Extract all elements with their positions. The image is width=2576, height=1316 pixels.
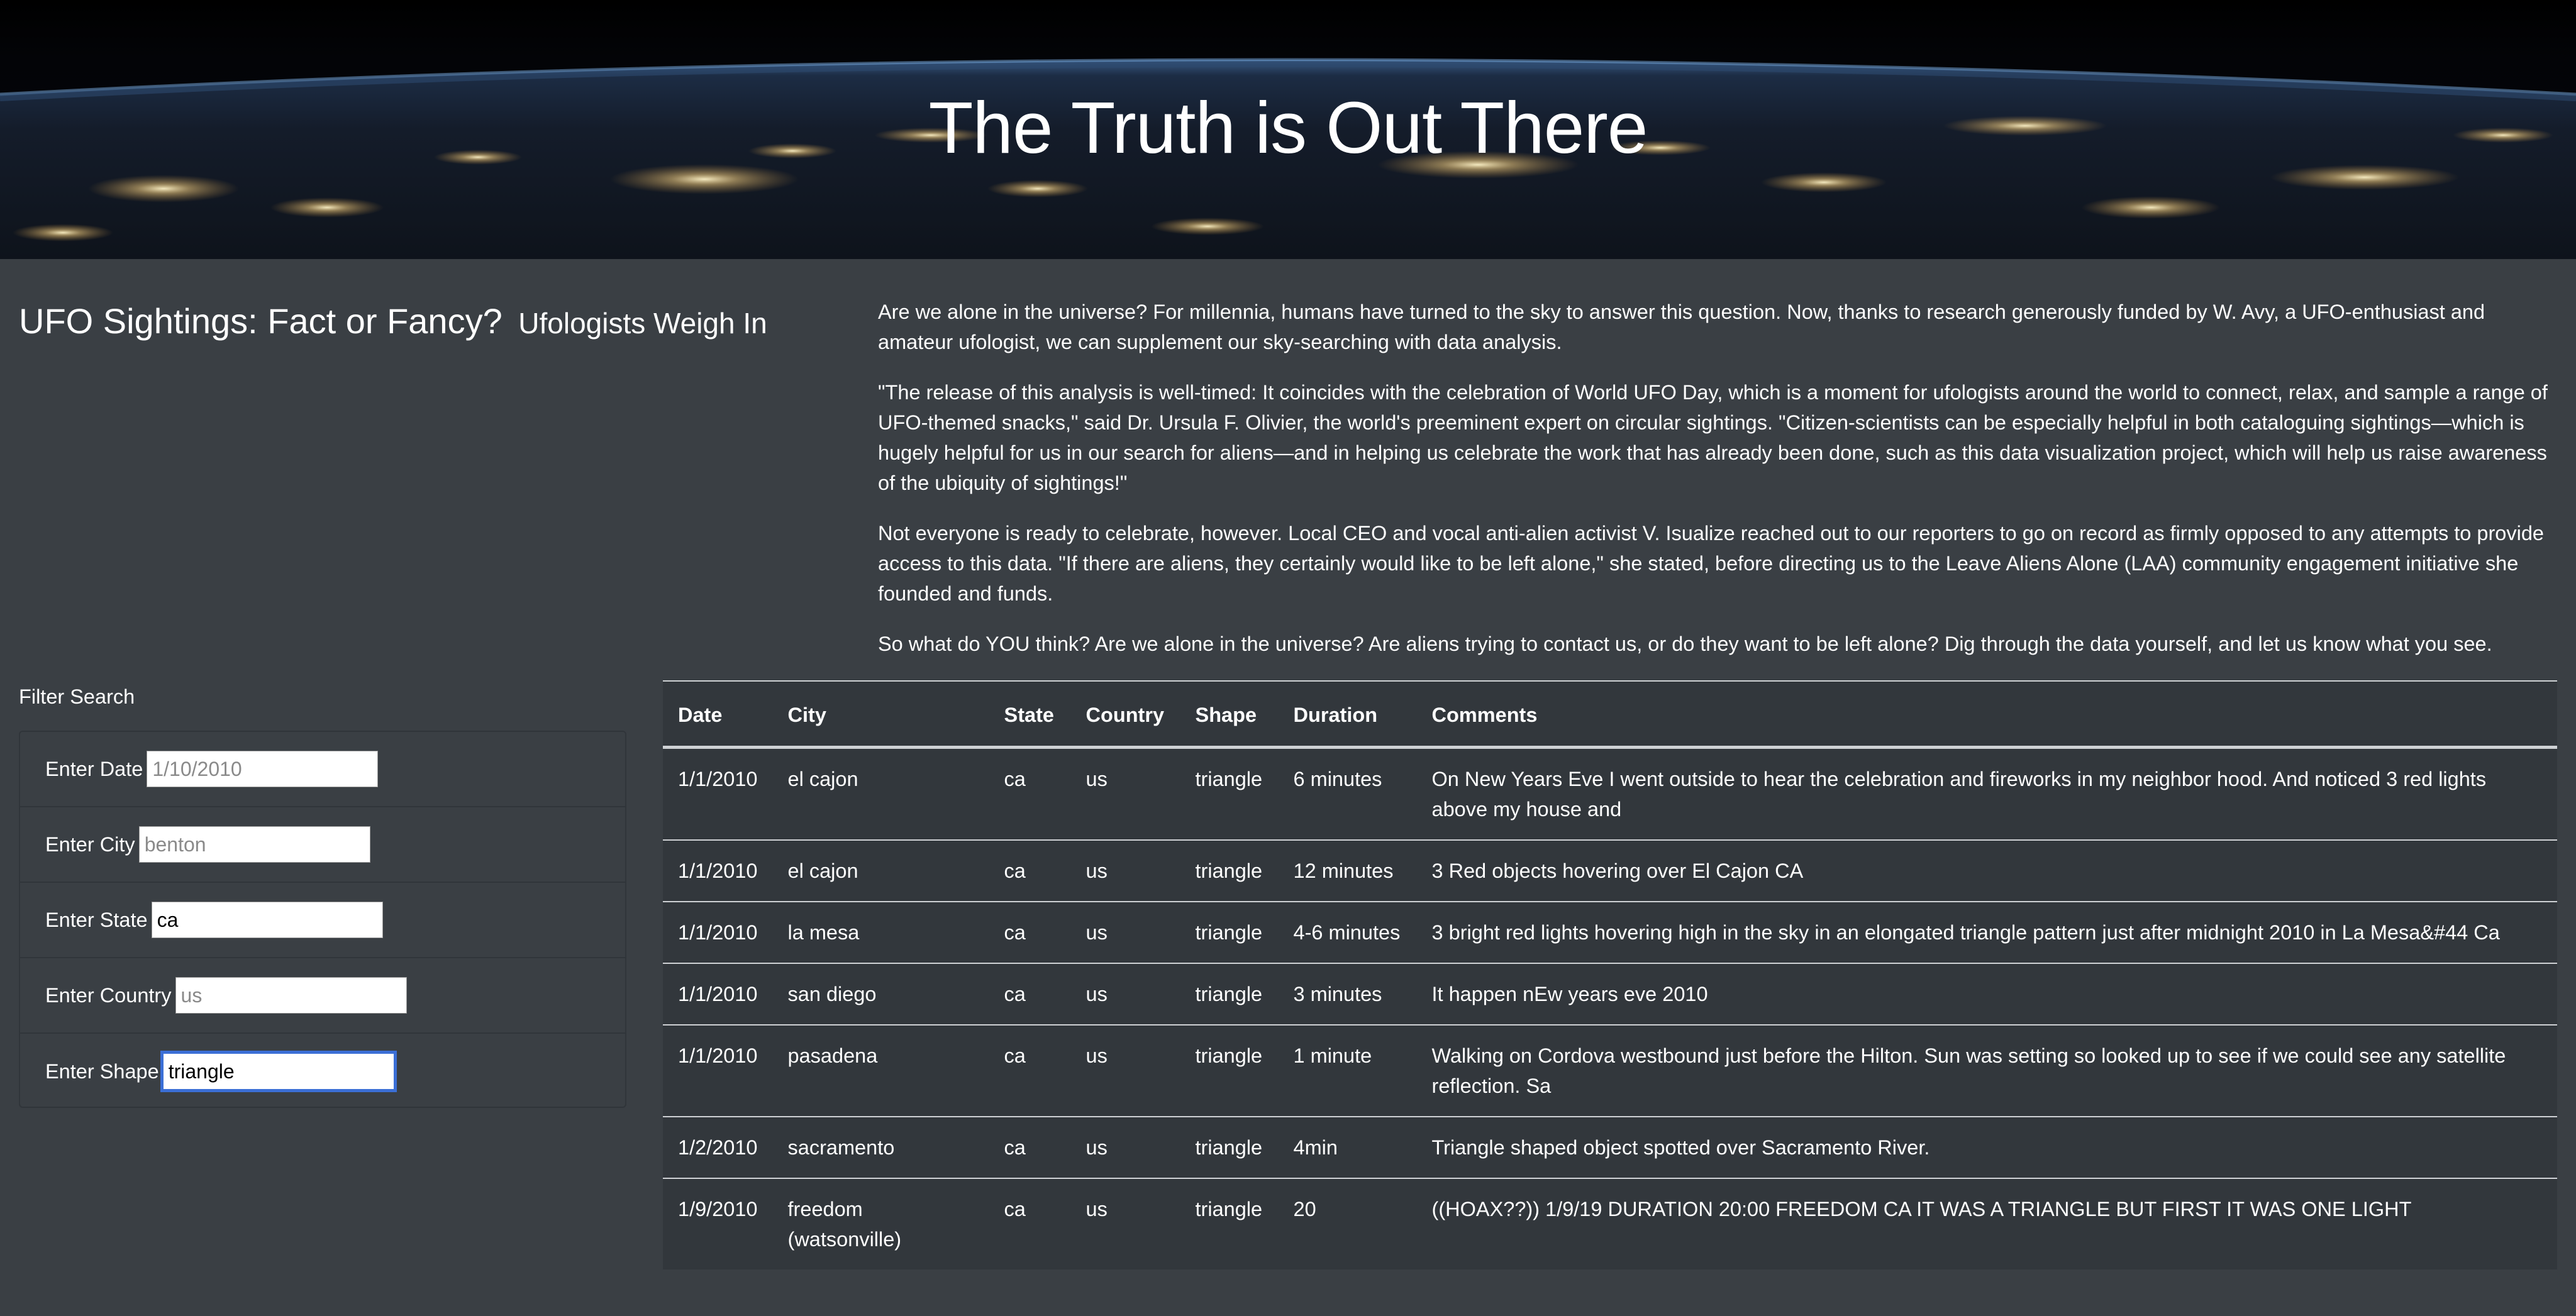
country-input[interactable] — [175, 977, 407, 1014]
cell-country: us — [1070, 1117, 1180, 1179]
hero-banner: The Truth is Out There — [0, 0, 2576, 259]
column-header-duration: Duration — [1278, 682, 1417, 749]
cell-duration: 20 — [1293, 1198, 1316, 1220]
filter-form: Enter Date Enter City Enter State Enter … — [19, 731, 626, 1108]
cell-shape: triangle — [1180, 902, 1279, 964]
filter-search-title: Filter Search — [19, 685, 135, 708]
column-header-state: State — [989, 682, 1071, 749]
page-heading-sub: Ufologists Weigh In — [518, 307, 767, 340]
cell-shape: triangle — [1195, 1198, 1263, 1220]
article-paragraph: Not everyone is ready to celebrate, howe… — [878, 522, 2544, 605]
column-header-city: City — [772, 682, 989, 749]
cell-city: la mesa — [772, 902, 989, 964]
cell-duration: 1 minute — [1278, 1025, 1417, 1117]
cell-state: ca — [989, 963, 1071, 1026]
article-text: Are we alone in the universe? For millen… — [878, 297, 2563, 679]
date-input[interactable] — [147, 751, 379, 787]
column-header-comments: Comments — [1416, 682, 2557, 749]
cell-date: 1/1/2010 — [663, 840, 773, 902]
page-heading-main: UFO Sightings: Fact or Fancy? — [19, 301, 502, 341]
table-body: 1/1/2010 el cajon ca us triangle 6 minut… — [663, 747, 2557, 1270]
cell-shape: triangle — [1180, 1025, 1279, 1117]
table-row: 1/9/2010 freedom (watsonville) ca us tri… — [663, 1178, 2557, 1269]
column-header-country: Country — [1070, 682, 1180, 749]
cell-comments: ((HOAX??)) 1/9/19 DURATION 20:00 FREEDOM… — [1431, 1198, 2412, 1220]
cell-date: 1/1/2010 — [663, 1025, 773, 1117]
cell-duration: 3 minutes — [1278, 963, 1417, 1026]
cell-date: 1/2/2010 — [663, 1117, 773, 1179]
cell-shape: triangle — [1180, 963, 1279, 1026]
cell-comments: It happen nEw years eve 2010 — [1416, 963, 2557, 1026]
filter-row-country: Enter Country — [20, 958, 625, 1034]
page-heading: UFO Sightings: Fact or Fancy? Ufologists… — [19, 297, 836, 348]
city-label: Enter City — [45, 832, 135, 856]
filter-row-state: Enter State — [20, 883, 625, 958]
table-row: 1/1/2010 pasadena ca us triangle 1 minut… — [663, 1025, 2557, 1117]
cell-date: 1/9/2010 — [678, 1198, 758, 1220]
column-header-shape: Shape — [1180, 682, 1279, 749]
cell-city: pasadena — [772, 1025, 989, 1117]
cell-state: ca — [989, 1117, 1071, 1179]
article-paragraph: So what do YOU think? Are we alone in th… — [878, 633, 2492, 655]
cell-city: san diego — [772, 963, 989, 1026]
cell-city: el cajon — [772, 747, 989, 841]
cell-duration: 6 minutes — [1278, 747, 1417, 841]
cell-date: 1/1/2010 — [663, 747, 773, 841]
date-label: Enter Date — [45, 757, 143, 780]
table-row: 1/1/2010 el cajon ca us triangle 12 minu… — [663, 840, 2557, 902]
cell-state: ca — [1004, 1198, 1026, 1220]
cell-comments: Triangle shaped object spotted over Sacr… — [1416, 1117, 2557, 1179]
cell-date: 1/1/2010 — [663, 963, 773, 1026]
earth-night-background-image — [0, 0, 2576, 259]
article-paragraph: Are we alone in the universe? For millen… — [878, 301, 2485, 353]
cell-country: us — [1070, 963, 1180, 1026]
cell-country: us — [1085, 1198, 1108, 1220]
table-row: 1/1/2010 el cajon ca us triangle 6 minut… — [663, 747, 2557, 841]
state-label: Enter State — [45, 908, 148, 931]
table-header-row: Date City State Country Shape Duration C… — [663, 682, 2557, 749]
country-label: Enter Country — [45, 983, 172, 1007]
filter-row-city: Enter City — [20, 807, 625, 883]
cell-city: freedom (watsonville) — [787, 1198, 902, 1251]
shape-input[interactable] — [160, 1051, 397, 1092]
filter-row-shape: Enter Shape — [20, 1034, 625, 1109]
cell-country: us — [1070, 840, 1180, 902]
cell-shape: triangle — [1180, 840, 1279, 902]
cell-duration: 4-6 minutes — [1278, 902, 1417, 964]
cell-date: 1/1/2010 — [663, 902, 773, 964]
city-input[interactable] — [138, 826, 370, 863]
cell-city: sacramento — [772, 1117, 989, 1179]
cell-city: el cajon — [772, 840, 989, 902]
cell-comments: 3 Red objects hovering over El Cajon CA — [1416, 840, 2557, 902]
cell-country: us — [1070, 1025, 1180, 1117]
shape-label: Enter Shape — [45, 1059, 159, 1083]
cell-state: ca — [989, 1025, 1071, 1117]
table-row: 1/2/2010 sacramento ca us triangle 4min … — [663, 1117, 2557, 1179]
table-row: 1/1/2010 la mesa ca us triangle 4-6 minu… — [663, 902, 2557, 964]
cell-duration: 12 minutes — [1278, 840, 1417, 902]
cell-comments: Walking on Cordova westbound just before… — [1416, 1025, 2557, 1117]
article-paragraph: "The release of this analysis is well-ti… — [878, 381, 2548, 494]
cell-shape: triangle — [1180, 1117, 1279, 1179]
ufo-sightings-table: Date City State Country Shape Duration C… — [663, 682, 2557, 1269]
cell-country: us — [1070, 902, 1180, 964]
ufo-table-container: Date City State Country Shape Duration C… — [663, 680, 2557, 1269]
filter-row-date: Enter Date — [20, 732, 625, 807]
table-row: 1/1/2010 san diego ca us triangle 3 minu… — [663, 963, 2557, 1026]
cell-state: ca — [989, 840, 1071, 902]
cell-duration: 4min — [1278, 1117, 1417, 1179]
cell-country: us — [1070, 747, 1180, 841]
state-input[interactable] — [151, 902, 383, 938]
cell-state: ca — [989, 902, 1071, 964]
cell-comments: On New Years Eve I went outside to hear … — [1416, 747, 2557, 841]
column-header-date: Date — [663, 682, 773, 749]
hero-title: The Truth is Out There — [928, 87, 1648, 169]
table-header: Date City State Country Shape Duration C… — [663, 682, 2557, 749]
cell-shape: triangle — [1180, 747, 1279, 841]
cell-comments: 3 bright red lights hovering high in the… — [1416, 902, 2557, 964]
cell-state: ca — [989, 747, 1071, 841]
